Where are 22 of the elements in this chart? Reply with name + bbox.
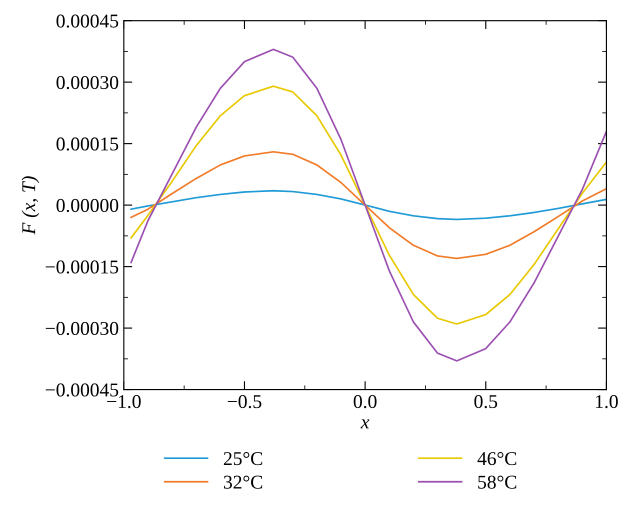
y-tick-label: 0.00000 bbox=[56, 198, 118, 212]
legend-label: 46°C bbox=[477, 452, 516, 466]
line-series bbox=[130, 48, 606, 362]
x-axis-title: x bbox=[360, 419, 370, 428]
y-axis-title: F (x, T) bbox=[22, 176, 40, 235]
legend-label: 58°C bbox=[478, 476, 516, 489]
legend-label: 32°C bbox=[224, 476, 262, 489]
x-tick-label: −1.0 bbox=[107, 395, 141, 408]
y-tick-label: 0.00030 bbox=[56, 76, 118, 90]
line-series bbox=[130, 85, 606, 325]
x-tick-label: −0.5 bbox=[228, 395, 262, 408]
line-series bbox=[130, 150, 606, 260]
x-tick-label: 1.0 bbox=[596, 395, 618, 408]
x-tick-label: 0.0 bbox=[354, 395, 377, 408]
y-tick-label: −0.00015 bbox=[46, 260, 118, 274]
line-series bbox=[130, 190, 606, 220]
y-tick-label: −0.00030 bbox=[46, 322, 118, 336]
y-tick-label: −0.00045 bbox=[46, 383, 118, 397]
y-tick-label: 0.00045 bbox=[56, 14, 118, 28]
y-tick-label: 0.00015 bbox=[56, 137, 118, 151]
legend-label: 25°C bbox=[224, 452, 262, 466]
x-tick-label: 0.5 bbox=[474, 395, 498, 408]
